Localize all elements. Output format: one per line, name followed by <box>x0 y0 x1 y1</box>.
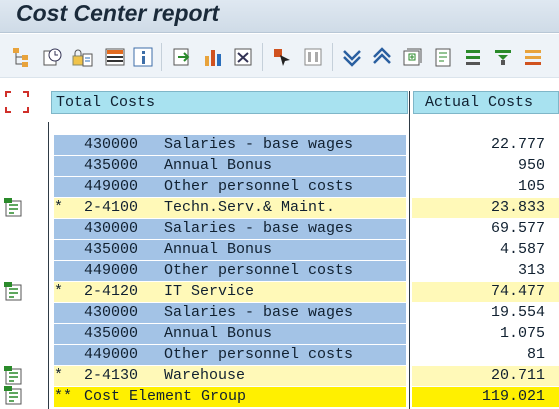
node-icon-warehouse[interactable] <box>4 366 24 386</box>
clock-settings-icon[interactable] <box>40 45 64 69</box>
table-row[interactable]: 449000 Other personnel costs 313 <box>54 261 559 282</box>
actual-costs-value: 74.477 <box>412 282 559 302</box>
cost-element-description: Other personnel costs <box>164 346 354 363</box>
hierarchy-marker: * <box>54 367 64 384</box>
column-header-total-costs[interactable]: Total Costs <box>51 91 408 114</box>
table-row[interactable]: 430000 Salaries - base wages 69.577 <box>54 219 559 240</box>
cost-element-description: Salaries - base wages <box>164 136 354 153</box>
cost-element-code: 449000 <box>84 262 139 279</box>
hierarchy-marker: * <box>54 199 64 216</box>
hierarchy-icon[interactable] <box>10 45 34 69</box>
sort-ascending-icon[interactable] <box>461 45 485 69</box>
expand-down-icon[interactable] <box>340 45 364 69</box>
hierarchy-column <box>0 78 50 409</box>
subtotal-row[interactable]: * 2-4130 Warehouse 20.711 <box>54 366 559 387</box>
actual-costs-value: 20.711 <box>412 366 559 386</box>
collapse-node-icon[interactable] <box>431 45 455 69</box>
export-icon[interactable] <box>170 45 194 69</box>
row-label-cell: 449000 Other personnel costs <box>54 261 406 281</box>
cost-element-description: Salaries - base wages <box>164 220 354 237</box>
actual-costs-value: 23.833 <box>412 198 559 218</box>
cost-element-code: 2-4130 <box>84 367 139 384</box>
table-row[interactable]: 430000 Salaries - base wages 22.777 <box>54 135 559 156</box>
hierarchy-marker: ** <box>54 388 73 405</box>
row-label-cell: * 2-4130 Warehouse <box>54 366 406 386</box>
cost-element-code: 430000 <box>84 304 139 321</box>
select-all-icon[interactable] <box>4 90 30 114</box>
actual-costs-value: 105 <box>412 177 559 197</box>
row-label-cell: 435000 Annual Bonus <box>54 324 406 344</box>
cost-element-code: Cost Element Group <box>84 388 247 405</box>
cost-element-description: Other personnel costs <box>164 178 354 195</box>
cost-element-description: Salaries - base wages <box>164 304 354 321</box>
total-row[interactable]: ** Cost Element Group 119.021 <box>54 387 559 408</box>
grid-line <box>48 122 49 409</box>
grid-line <box>409 91 410 409</box>
page-title: Cost Center report <box>16 0 220 26</box>
table-row[interactable]: 430000 Salaries - base wages 19.554 <box>54 303 559 324</box>
row-label-cell: 435000 Annual Bonus <box>54 156 406 176</box>
actual-costs-value: 4.587 <box>412 240 559 260</box>
cost-element-code: 449000 <box>84 178 139 195</box>
row-label-cell: * 2-4100 Techn.Serv.& Maint. <box>54 198 406 218</box>
actual-costs-value: 950 <box>412 156 559 176</box>
actual-costs-value: 81 <box>412 345 559 365</box>
row-label-cell: 430000 Salaries - base wages <box>54 303 406 323</box>
lock-settings-icon[interactable] <box>70 45 94 69</box>
cost-element-code: 449000 <box>84 346 139 363</box>
table-row[interactable]: 435000 Annual Bonus 1.075 <box>54 324 559 345</box>
expand-node-icon[interactable] <box>400 45 424 69</box>
cost-element-description: IT Service <box>164 283 255 300</box>
hierarchy-marker: * <box>54 283 64 300</box>
sum-icon[interactable] <box>521 45 545 69</box>
cost-element-description: Other personnel costs <box>164 262 354 279</box>
table-row[interactable]: 449000 Other personnel costs 81 <box>54 345 559 366</box>
toolbar <box>0 34 559 78</box>
cost-element-code: 2-4100 <box>84 199 139 216</box>
select-cursor-icon[interactable] <box>270 45 294 69</box>
cost-element-description: Techn.Serv.& Maint. <box>164 199 336 216</box>
actual-costs-value: 19.554 <box>412 303 559 323</box>
row-label-cell: 449000 Other personnel costs <box>54 345 406 365</box>
actual-costs-value: 119.021 <box>412 387 559 407</box>
actual-costs-value: 69.577 <box>412 219 559 239</box>
row-label-cell: * 2-4120 IT Service <box>54 282 406 302</box>
row-label-cell: 449000 Other personnel costs <box>54 177 406 197</box>
cost-element-code: 430000 <box>84 220 139 237</box>
chart-icon[interactable] <box>201 45 225 69</box>
actual-costs-value: 1.075 <box>412 324 559 344</box>
cost-element-code: 435000 <box>84 157 139 174</box>
column-header-actual-costs[interactable]: Actual Costs <box>413 91 559 114</box>
cost-element-code: 435000 <box>84 241 139 258</box>
subtotal-row[interactable]: * 2-4100 Techn.Serv.& Maint. 23.833 <box>54 198 559 219</box>
node-icon-it-service[interactable] <box>4 282 24 302</box>
row-label-cell: 430000 Salaries - base wages <box>54 135 406 155</box>
node-icon-techn-serv[interactable] <box>4 198 24 218</box>
node-icon-cost-element-group[interactable] <box>4 386 24 406</box>
table-row[interactable]: 449000 Other personnel costs 105 <box>54 177 559 198</box>
subtotal-row[interactable]: * 2-4120 IT Service 74.477 <box>54 282 559 303</box>
columns-icon[interactable] <box>301 45 325 69</box>
filter-icon[interactable] <box>491 45 515 69</box>
actual-costs-value: 22.777 <box>412 135 559 155</box>
row-label-cell: ** Cost Element Group <box>54 387 406 407</box>
cost-element-description: Annual Bonus <box>164 325 273 342</box>
cost-element-description: Annual Bonus <box>164 241 273 258</box>
print-icon[interactable] <box>231 45 255 69</box>
actual-costs-value: 313 <box>412 261 559 281</box>
info-icon[interactable] <box>131 45 155 69</box>
cost-element-code: 430000 <box>84 136 139 153</box>
row-label-cell: 430000 Salaries - base wages <box>54 219 406 239</box>
table-row[interactable]: 435000 Annual Bonus 4.587 <box>54 240 559 261</box>
layout-grid-icon[interactable] <box>103 45 127 69</box>
row-label-cell: 435000 Annual Bonus <box>54 240 406 260</box>
table-row[interactable]: 435000 Annual Bonus 950 <box>54 156 559 177</box>
title-bar: Cost Center report <box>0 0 559 33</box>
cost-element-description: Annual Bonus <box>164 157 273 174</box>
cost-element-code: 435000 <box>84 325 139 342</box>
collapse-up-icon[interactable] <box>370 45 394 69</box>
cost-element-description: Warehouse <box>164 367 246 384</box>
cost-element-code: 2-4120 <box>84 283 139 300</box>
